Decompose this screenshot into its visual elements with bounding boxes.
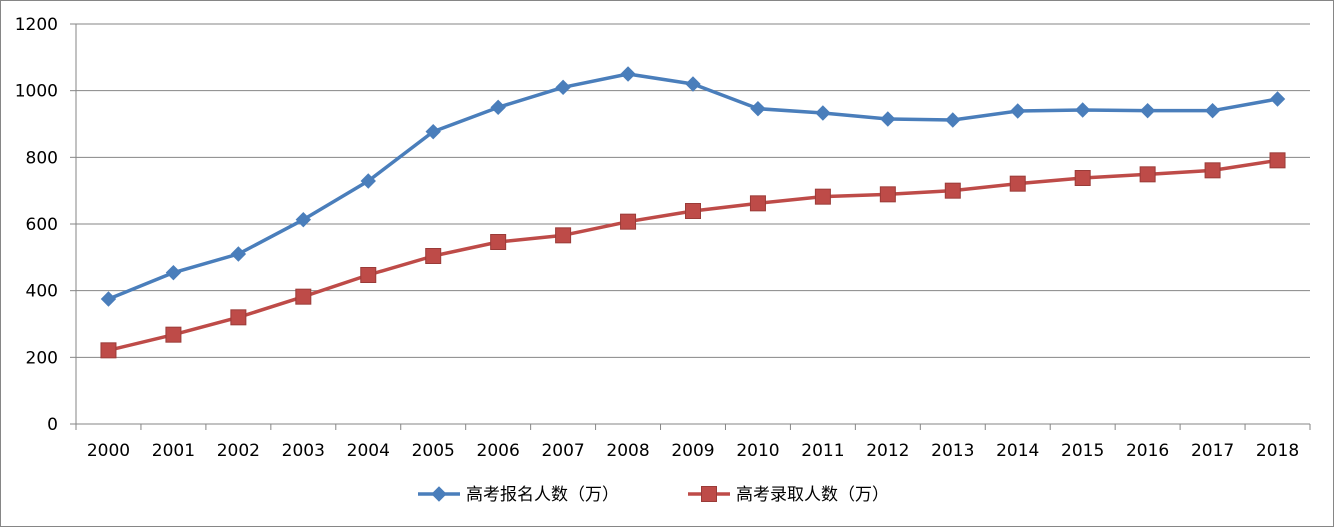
data-point <box>360 267 377 283</box>
data-point <box>1074 170 1091 186</box>
data-point <box>295 211 312 228</box>
x-tick-label: 2013 <box>931 441 974 461</box>
y-tick-label: 0 <box>47 415 58 435</box>
legend-item: 高考报名人数（万） <box>418 485 619 505</box>
data-point <box>620 66 636 82</box>
legend-label: 高考录取人数（万） <box>736 485 889 505</box>
x-tick-label: 2018 <box>1256 441 1299 461</box>
x-axis-tick-labels: 2000 2001 2002 2003 2004 2005 2006 2007 2008 2009… <box>87 441 1299 461</box>
data-point <box>490 99 506 116</box>
x-tick-label: 2003 <box>282 441 325 461</box>
data-point <box>230 246 247 262</box>
y-tick-label: 400 <box>26 282 58 302</box>
data-point <box>100 291 117 307</box>
data-point <box>1204 162 1221 179</box>
x-tick-label: 2017 <box>1191 441 1234 461</box>
x-tick-label: 2015 <box>1061 441 1104 461</box>
series-1 <box>100 66 1286 307</box>
data-point <box>880 111 896 127</box>
data-point <box>425 248 442 264</box>
data-series <box>100 66 1286 359</box>
data-point <box>1269 91 1286 107</box>
data-point <box>555 227 572 244</box>
data-point <box>1010 103 1026 119</box>
data-point <box>944 182 961 199</box>
data-point <box>490 234 507 250</box>
data-point <box>100 342 117 359</box>
series-line <box>107 72 1278 301</box>
data-point <box>555 79 571 96</box>
legend-marker <box>431 486 447 502</box>
data-point <box>945 112 961 128</box>
data-point <box>1139 102 1156 119</box>
data-point <box>165 326 182 343</box>
data-point <box>685 203 701 219</box>
x-tick-label: 2008 <box>606 441 649 461</box>
data-point <box>750 100 766 117</box>
y-tick-label: 800 <box>26 148 58 168</box>
data-point <box>1139 166 1156 183</box>
data-point <box>879 186 896 203</box>
x-tick-label: 2010 <box>736 441 779 461</box>
series-2 <box>100 152 1286 359</box>
data-point <box>425 123 441 140</box>
data-point <box>620 213 637 230</box>
series-line <box>108 158 1278 353</box>
legend-label: 高考报名人数（万） <box>466 485 619 505</box>
data-point <box>815 105 831 121</box>
y-axis-tick-labels: 0 200 400 600 800 1000 1200 <box>15 15 58 435</box>
x-tick-label: 2014 <box>996 441 1039 461</box>
x-tick-label: 2011 <box>801 441 844 461</box>
x-tick-label: 2001 <box>152 441 195 461</box>
data-point <box>165 264 182 281</box>
data-point <box>295 288 312 305</box>
x-tick-label: 2012 <box>866 441 909 461</box>
x-tick-label: 2005 <box>412 441 455 461</box>
y-tick-label: 200 <box>26 348 58 368</box>
legend: 高考报名人数（万） 高考录取人数（万） <box>418 485 889 505</box>
x-tick-label: 2004 <box>347 441 390 461</box>
x-tick-label: 2002 <box>217 441 260 461</box>
data-point <box>814 188 831 205</box>
x-tick-label: 2000 <box>87 441 130 461</box>
data-point <box>360 173 376 189</box>
data-point <box>1204 102 1221 119</box>
y-tick-label: 600 <box>26 215 58 235</box>
gridlines <box>76 23 1310 358</box>
data-point <box>230 309 247 326</box>
legend-marker <box>701 486 717 502</box>
data-point <box>685 76 701 92</box>
data-point <box>749 195 766 212</box>
x-tick-label: 2007 <box>541 441 584 461</box>
data-point <box>1269 152 1286 169</box>
legend-item: 高考录取人数（万） <box>688 485 889 505</box>
x-tick-label: 2016 <box>1126 441 1169 461</box>
axes <box>70 23 1311 430</box>
x-tick-label: 2006 <box>477 441 520 461</box>
y-tick-label: 1200 <box>15 15 58 35</box>
x-tick-label: 2009 <box>671 441 714 461</box>
y-tick-label: 1000 <box>15 82 58 102</box>
data-point <box>1074 102 1091 118</box>
data-point <box>1009 175 1026 192</box>
